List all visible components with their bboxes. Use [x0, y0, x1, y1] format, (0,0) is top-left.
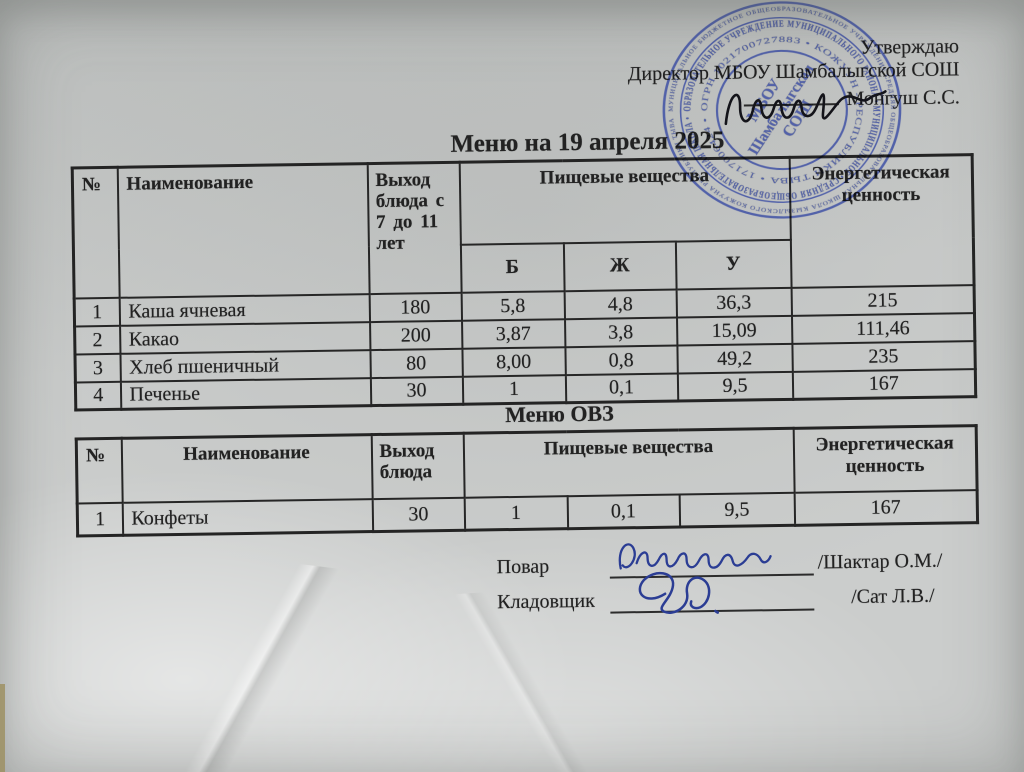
cell-num: 2 [74, 325, 120, 354]
cell-fat: 0,8 [564, 345, 678, 375]
col-header-name: Наименование [121, 434, 373, 503]
col-header-name: Наименование [117, 163, 370, 298]
cell-portion: 80 [369, 348, 463, 378]
col-header-energy: Энергетическая ценность [793, 425, 978, 493]
cell-num: 3 [74, 353, 121, 382]
cell-num: 4 [75, 381, 121, 410]
cell-carbs: 9,5 [677, 371, 793, 402]
cell-dish-name: Какао [119, 321, 370, 354]
cell-energy: 235 [791, 340, 976, 372]
col-header-portion: Выход блюда с 7 до 11 лет [367, 162, 462, 294]
cell-carbs: 36,3 [676, 287, 792, 318]
cell-fat: 3,8 [564, 317, 677, 347]
desk-edge [0, 684, 5, 772]
cell-portion: 200 [369, 320, 462, 350]
cell-portion: 30 [372, 497, 465, 532]
col-header-num: № [76, 438, 123, 503]
cell-energy: 111,46 [791, 312, 975, 344]
cell-portion: 30 [370, 376, 463, 406]
director-signature [724, 90, 887, 126]
col-header-nutrients: Пищевые вещества [463, 428, 795, 498]
cook-signature [618, 543, 772, 570]
col-header-carbs: У [675, 239, 792, 290]
cell-carbs: 15,09 [676, 315, 792, 346]
cell-protein: 8,00 [461, 346, 566, 377]
cell-protein: 5,8 [461, 290, 565, 321]
cell-carbs: 9,5 [679, 492, 795, 528]
cell-dish-name: Конфеты [122, 498, 373, 536]
cell-portion: 180 [369, 292, 462, 322]
cell-dish-name: Каша ячневая [119, 293, 370, 326]
cell-dish-name: Хлеб пшеничный [119, 349, 371, 382]
cell-protein: 1 [462, 374, 566, 405]
cell-energy: 167 [794, 489, 978, 526]
col-header-portion: Выход блюда [371, 433, 465, 499]
col-header-num: № [72, 167, 120, 298]
cell-num: 1 [74, 297, 120, 326]
cell-num: 1 [77, 502, 123, 536]
col-header-fat: Ж [563, 241, 677, 291]
cell-fat: 4,8 [564, 289, 677, 319]
storekeeper-signature [638, 571, 720, 614]
cook-name: /Шактар О.М./ [817, 549, 943, 574]
cell-protein: 3,87 [461, 318, 565, 349]
cell-carbs: 49,2 [676, 343, 793, 374]
col-header-protein: Б [460, 242, 565, 293]
cell-fat: 0,1 [565, 373, 678, 403]
ovz-menu-table: № Наименование Выход блюда Пищевые вещес… [74, 424, 980, 538]
cell-fat: 0,1 [567, 494, 680, 529]
storekeeper-name: /Сат Л.В./ [851, 584, 935, 608]
cell-protein: 1 [464, 495, 568, 531]
cell-energy: 215 [791, 284, 975, 316]
storekeeper-label: Кладовщик [497, 589, 595, 614]
cook-label: Повар [496, 555, 550, 579]
